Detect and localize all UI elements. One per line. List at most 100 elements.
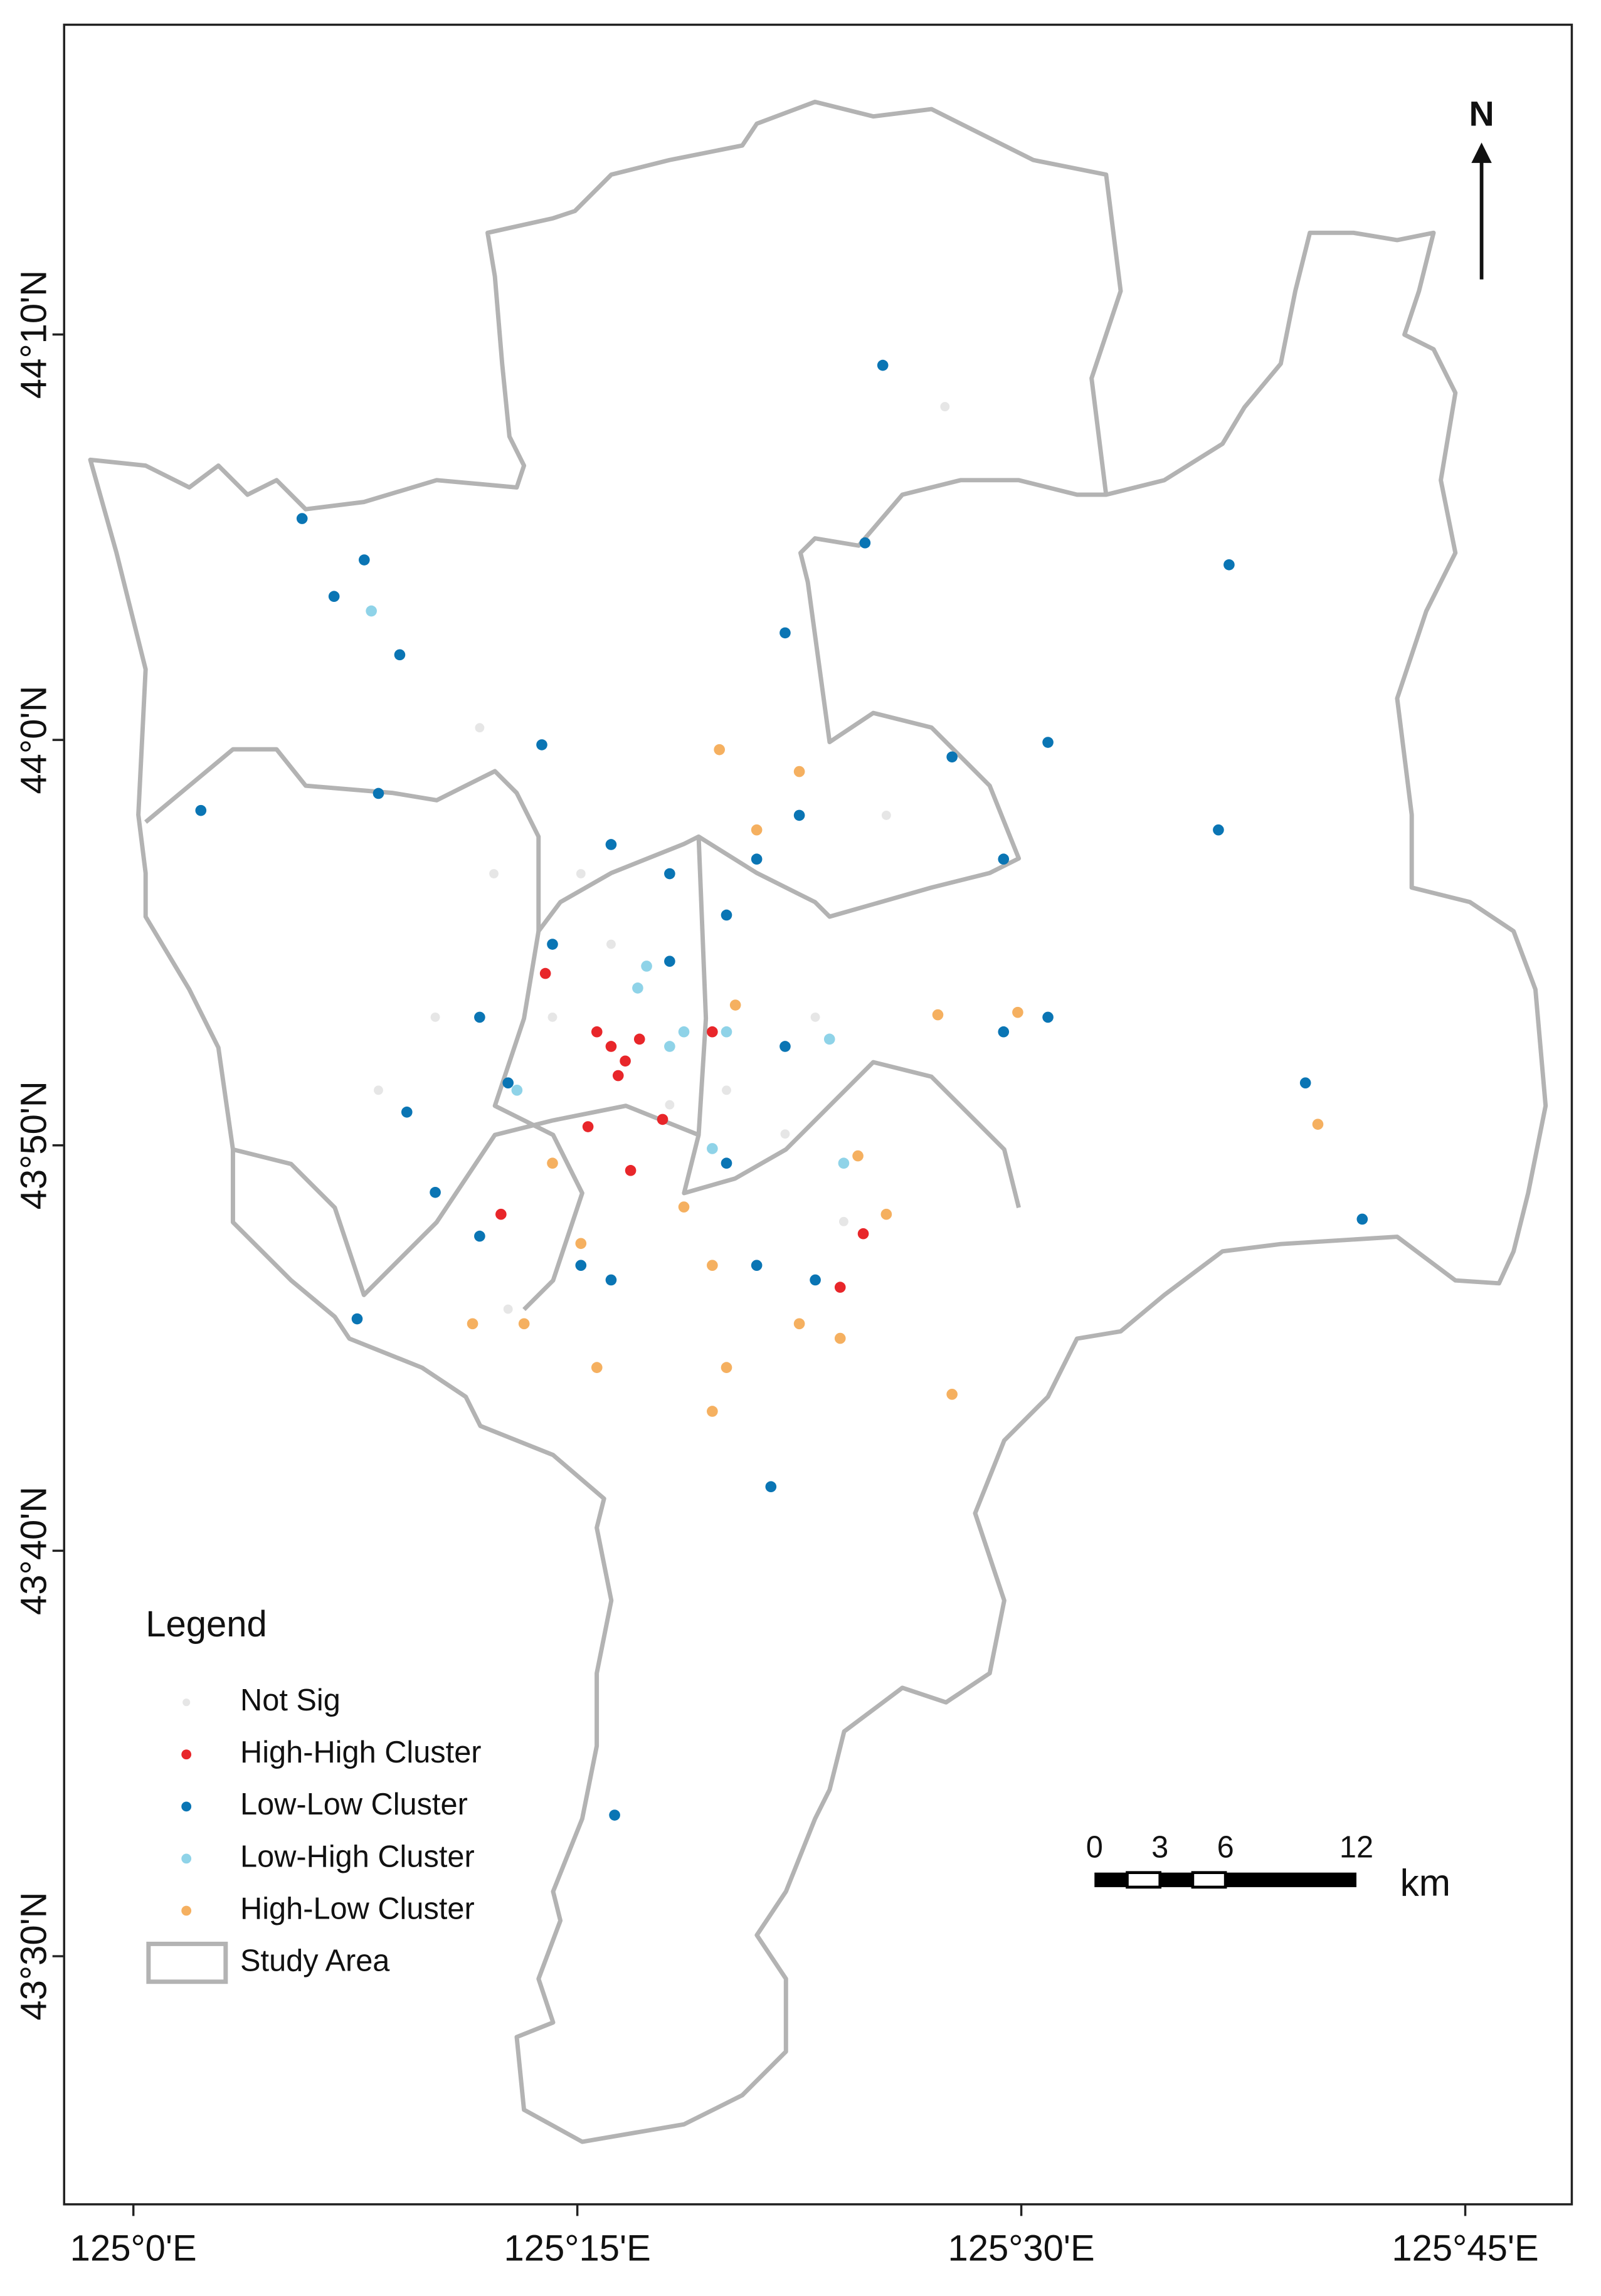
data-point — [467, 1318, 478, 1330]
legend-label: Low-High Cluster — [240, 1840, 475, 1873]
scale-label: 12 — [1339, 1830, 1373, 1864]
data-point — [547, 939, 558, 950]
scale-segment — [1160, 1872, 1193, 1887]
data-point — [810, 1013, 820, 1022]
data-point — [838, 1157, 850, 1169]
data-point — [547, 1013, 557, 1022]
x-tick-label: 125°30'E — [948, 2228, 1094, 2268]
data-point — [612, 1070, 624, 1082]
data-point — [625, 1165, 637, 1176]
data-point — [834, 1282, 846, 1293]
data-point — [366, 605, 377, 617]
data-point — [707, 1026, 718, 1038]
scale-segment — [1225, 1872, 1356, 1887]
legend-label: High-High Cluster — [240, 1735, 481, 1769]
y-tick-label: 43°40'N — [13, 1487, 54, 1615]
data-point — [474, 1230, 485, 1242]
data-point — [351, 1313, 363, 1325]
data-point — [394, 649, 406, 661]
data-point — [780, 1129, 790, 1139]
data-point — [632, 982, 643, 994]
data-point — [1012, 1006, 1023, 1018]
data-point — [633, 1033, 645, 1045]
data-point — [707, 1406, 718, 1417]
data-point — [793, 809, 805, 821]
data-point — [474, 1011, 485, 1023]
data-point — [714, 744, 726, 756]
data-point — [779, 1041, 791, 1052]
data-point — [877, 359, 889, 371]
data-point — [620, 1055, 631, 1067]
data-point — [793, 766, 805, 777]
data-point — [678, 1026, 690, 1038]
scale-label: 0 — [1086, 1830, 1103, 1864]
data-point — [605, 1274, 617, 1286]
data-point — [946, 751, 958, 763]
data-point — [489, 869, 499, 878]
data-point — [881, 810, 891, 820]
legend-marker — [181, 1801, 192, 1812]
data-point — [1299, 1077, 1311, 1089]
scale-segment — [1126, 1871, 1162, 1889]
data-point — [932, 1009, 944, 1021]
data-point — [195, 804, 207, 816]
data-point — [503, 1304, 513, 1314]
data-point — [1213, 824, 1224, 836]
map-frame — [63, 23, 1573, 2206]
data-point — [606, 939, 616, 949]
data-point — [1312, 1119, 1324, 1130]
data-point — [998, 1026, 1010, 1038]
data-point — [328, 591, 340, 603]
x-tick-label: 125°0'E — [70, 2228, 197, 2268]
data-point — [605, 1041, 617, 1052]
data-point — [591, 1026, 603, 1038]
data-point — [1223, 559, 1235, 571]
study-area — [88, 99, 1548, 2144]
legend-title: Legend — [145, 1604, 267, 1645]
legend-marker — [181, 1905, 192, 1916]
district-boundary — [492, 930, 584, 1312]
data-point — [665, 1100, 675, 1110]
data-point — [359, 554, 370, 566]
data-point — [722, 1085, 731, 1095]
scale-label: 6 — [1217, 1830, 1234, 1864]
y-tick-label: 43°30'N — [13, 1892, 54, 2020]
data-point — [591, 1362, 603, 1373]
data-point — [1356, 1213, 1368, 1225]
data-point — [1042, 1011, 1054, 1023]
data-point — [430, 1186, 441, 1198]
district-boundary — [144, 478, 1106, 934]
data-point — [998, 853, 1010, 865]
north-arrowhead — [1471, 142, 1492, 163]
district-boundary — [682, 836, 1021, 1208]
data-point — [721, 1157, 732, 1169]
data-point — [547, 1157, 558, 1169]
data-point — [374, 1085, 383, 1095]
data-point — [946, 1388, 958, 1400]
data-point — [511, 1085, 523, 1096]
data-point — [641, 961, 652, 972]
data-point — [373, 787, 384, 799]
data-point — [518, 1318, 530, 1330]
data-point — [495, 1208, 507, 1220]
legend-label: Low-Low Cluster — [240, 1788, 468, 1821]
scale-unit: km — [1400, 1862, 1450, 1904]
data-point — [857, 1228, 869, 1240]
data-point — [721, 1362, 732, 1373]
legend-label: High-Low Cluster — [240, 1892, 475, 1925]
district-boundary — [232, 1103, 700, 1297]
data-point — [859, 537, 871, 549]
legend-label: Not Sig — [240, 1683, 341, 1717]
data-point — [834, 1332, 846, 1344]
legend-label: Study Area — [240, 1944, 390, 1977]
data-point — [296, 513, 308, 524]
data-point — [765, 1481, 777, 1493]
scale-segment — [1191, 1871, 1227, 1889]
data-point — [751, 1260, 763, 1271]
data-point — [502, 1077, 514, 1089]
data-point — [664, 956, 675, 967]
data-point — [609, 1809, 620, 1821]
data-point — [576, 869, 586, 878]
data-point — [823, 1033, 835, 1045]
